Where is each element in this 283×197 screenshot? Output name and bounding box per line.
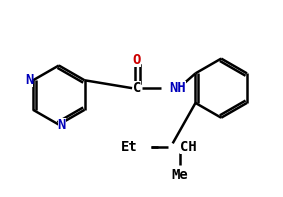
Text: N: N bbox=[58, 118, 66, 132]
Text: CH: CH bbox=[180, 140, 196, 154]
Text: Me: Me bbox=[171, 168, 188, 182]
Text: O: O bbox=[133, 53, 141, 67]
Text: C: C bbox=[133, 81, 141, 95]
Text: N: N bbox=[25, 73, 33, 87]
Text: Et: Et bbox=[121, 140, 138, 154]
Text: NH: NH bbox=[170, 81, 186, 95]
